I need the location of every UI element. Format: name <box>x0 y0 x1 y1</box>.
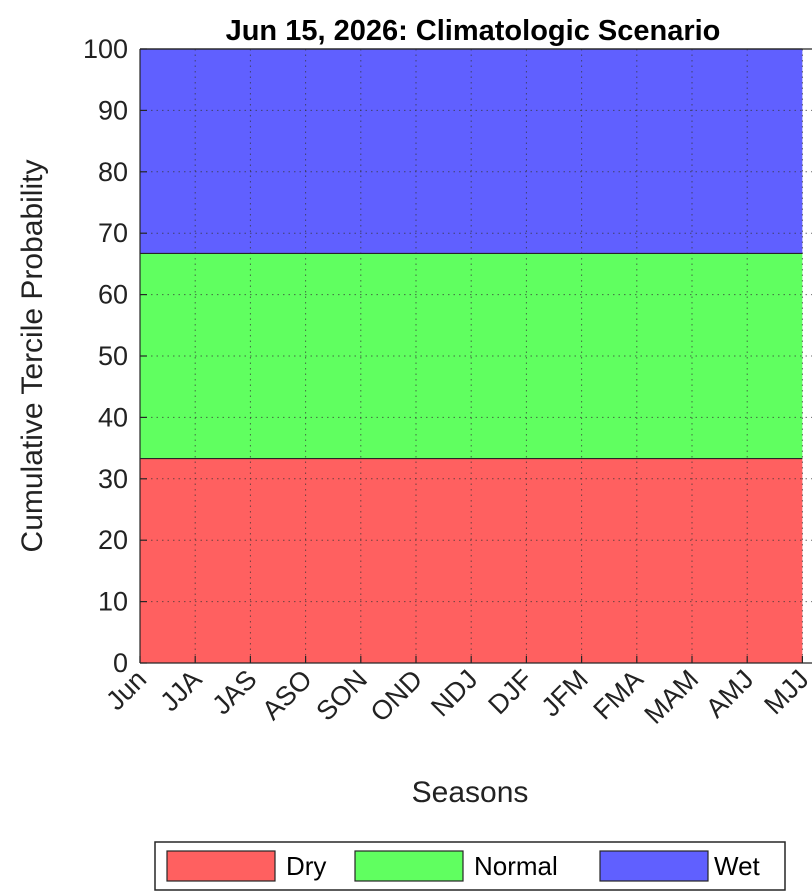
chart-title: Jun 15, 2026: Climatologic Scenario <box>226 15 721 47</box>
x-tick-label: MJJ <box>758 664 812 720</box>
x-tick-label: NDJ <box>425 664 483 722</box>
y-tick-label: 90 <box>98 95 128 125</box>
y-tick-label: 20 <box>98 525 128 555</box>
y-tick-label: 30 <box>98 464 128 494</box>
x-tick-label: JJA <box>154 664 207 717</box>
x-tick-label: JFM <box>536 664 594 722</box>
y-axis-label: Cumulative Tercile Probability <box>16 160 49 553</box>
legend-swatch-normal <box>354 850 464 882</box>
x-axis-label: Seasons <box>412 776 529 809</box>
legend-label-dry: Dry <box>286 851 326 881</box>
y-tick-label: 40 <box>98 402 128 432</box>
grid-lines <box>140 49 812 663</box>
y-axis-ticks: 0 10 20 30 40 50 60 70 80 90 100 <box>83 34 147 678</box>
y-tick-label: 60 <box>98 280 128 310</box>
x-tick-label: Jun <box>100 664 152 716</box>
x-tick-label: DJF <box>482 664 538 720</box>
x-tick-label: MAM <box>638 664 704 730</box>
legend-swatch-dry <box>166 850 276 882</box>
y-tick-label: 50 <box>98 341 128 371</box>
x-tick-label: ASO <box>256 664 318 726</box>
y-tick-label: 80 <box>98 157 128 187</box>
legend-label-normal: Normal <box>474 851 558 881</box>
x-tick-label: AMJ <box>700 664 759 723</box>
y-tick-label: 70 <box>98 218 128 248</box>
legend-swatch-wet <box>599 850 709 882</box>
y-tick-label: 100 <box>83 34 128 64</box>
x-tick-label: OND <box>365 664 429 728</box>
area-wet <box>140 49 803 254</box>
x-tick-label: SON <box>310 664 373 727</box>
legend-label-wet: Wet <box>714 851 761 881</box>
legend: Dry Normal Wet <box>154 841 786 891</box>
y-tick-label: 10 <box>98 587 128 617</box>
x-tick-label: FMA <box>588 664 650 726</box>
x-tick-label: JAS <box>206 664 262 720</box>
y-tick-label: 0 <box>113 648 128 678</box>
